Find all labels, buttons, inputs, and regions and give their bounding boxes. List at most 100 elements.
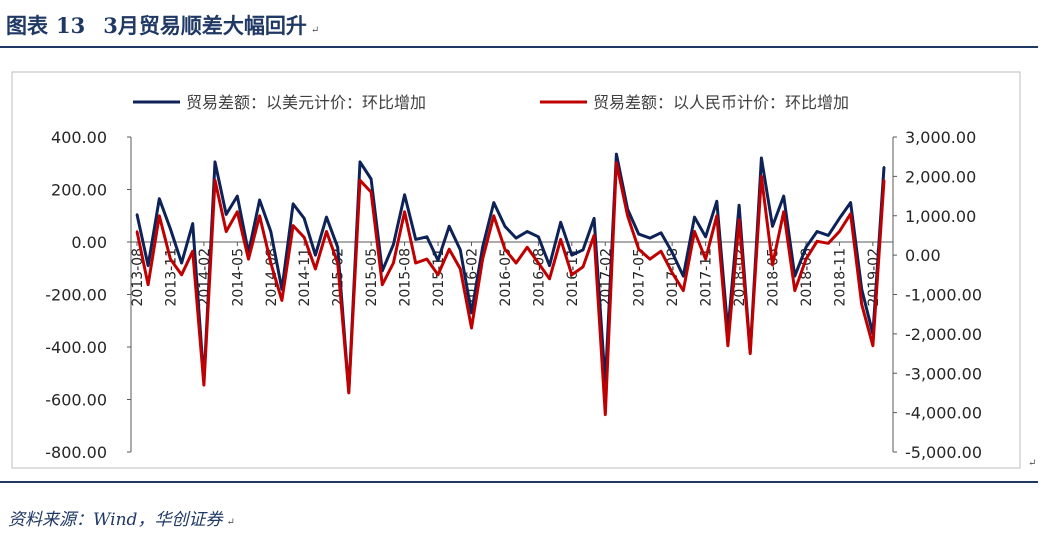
series-rmb-line-point: [225, 230, 228, 233]
y-right-tick-label: -3,000.00: [905, 364, 982, 383]
series-usd-line-point: [158, 197, 161, 200]
series-usd-line-point: [760, 156, 763, 160]
series-rmb-line-point: [414, 261, 417, 265]
series-rmb-line-point: [671, 271, 674, 274]
series-rmb-line-point: [548, 277, 551, 280]
series-rmb-line-point: [291, 224, 295, 227]
series-rmb-line-point: [180, 273, 183, 276]
series-usd-line-point: [570, 253, 573, 257]
source-text: 资料来源：Wind，华创证券: [8, 510, 223, 530]
series-usd-line-point: [403, 193, 406, 196]
y-right-tick-label: -5,000.00: [905, 443, 982, 462]
series-usd-line-point: [648, 236, 652, 240]
legend-label-rmb: 贸易差额：以人民币计价：环比增加: [593, 93, 849, 112]
series-rmb-line-point: [381, 283, 384, 286]
series-usd-line-point: [526, 230, 529, 233]
series-rmb-line-point: [592, 234, 596, 237]
series-usd-line-point: [291, 202, 295, 206]
series-rmb-line-point: [726, 344, 730, 347]
y-right-tick-label: -1,000.00: [905, 286, 982, 305]
chart-frame: 贸易差额：以美元计价：环比增加 贸易差额：以人民币计价：环比增加 400.00 2…: [0, 70, 1046, 480]
series-rmb-line-point: [392, 261, 395, 265]
series-usd-line-point: [704, 235, 707, 238]
series-usd-line-point: [503, 225, 507, 228]
x-tick-label: 2018-11: [832, 248, 848, 307]
figure-title-text: 3月贸易顺差大幅回升: [103, 13, 307, 38]
series-usd-line-point: [392, 243, 395, 246]
x-tick-label: 2015-08: [398, 248, 414, 307]
series-rmb-line-point: [470, 326, 473, 330]
series-usd-line-point: [838, 217, 841, 220]
series-rmb-line-point: [269, 261, 272, 265]
series-usd-line-point: [225, 213, 228, 216]
series-rmb-line-point: [637, 248, 640, 251]
series-rmb-line-point: [804, 257, 808, 261]
series-rmb-line-point: [871, 344, 875, 347]
figure-title: 图表 13 3月贸易顺差大幅回升 ↵: [6, 10, 319, 42]
series-rmb-line-point: [659, 250, 663, 253]
series-usd-line-point: [592, 217, 596, 220]
series-rmb-line-point: [314, 267, 317, 271]
series-usd-line-point: [236, 194, 239, 198]
paragraph-mark: ↵: [310, 25, 320, 36]
legend-label-usd: 贸易差额：以美元计价：环比增加: [186, 93, 426, 112]
series-usd-line-point: [436, 259, 440, 262]
y-left-tick-label: -600.00: [45, 391, 107, 410]
series-rmb-line-point: [581, 265, 585, 269]
series-usd-line-point: [135, 213, 139, 216]
series-rmb-line-point: [347, 391, 350, 395]
series-rmb-line-point: [827, 242, 830, 245]
series-rmb-line-point: [459, 267, 462, 271]
series-usd-line-point: [815, 230, 819, 233]
series-usd-line-point: [771, 225, 774, 228]
series-rmb-line-point: [191, 250, 194, 253]
series-usd-line-point: [737, 204, 741, 207]
y-left-tick-label: 200.00: [51, 181, 107, 200]
series-rmb-line-point: [135, 230, 139, 233]
series-rmb-line-point: [882, 179, 886, 182]
series-rmb-line-point: [336, 261, 339, 265]
series-usd-line-point: [269, 230, 272, 233]
x-tick-label: 2015-05: [364, 248, 380, 307]
x-tick-label: 2018-05: [766, 248, 782, 307]
y-right-tick-label: 0.00: [905, 246, 941, 265]
series-usd-line-point: [358, 160, 362, 164]
series-rmb-line-point: [615, 161, 618, 164]
series-rmb-line-point: [158, 214, 161, 217]
series-rmb-line-point: [503, 248, 507, 251]
source-note: 资料来源：Wind，华创证券 ↵: [8, 505, 235, 530]
series-rmb-line-point: [537, 261, 540, 265]
y-right-tick-label: 2,000.00: [905, 167, 976, 186]
series-rmb-line-point: [247, 257, 250, 261]
y-right-tick-label: -4,000.00: [905, 404, 982, 423]
series-usd-line-point: [425, 235, 429, 238]
y-right-tick-label: 1,000.00: [905, 207, 976, 226]
series-usd-line-point: [537, 235, 540, 238]
figure-title-number: 13: [56, 13, 86, 38]
series-rmb-line-point: [146, 283, 150, 286]
series-usd-line-point: [849, 201, 852, 204]
series-usd-line-point: [615, 152, 618, 156]
series-rmb-line-point: [492, 214, 495, 217]
series-rmb-line-point: [514, 261, 518, 265]
series-rmb-line-point: [280, 299, 284, 302]
x-tick-label: 2014-11: [297, 248, 313, 307]
series-rmb-line-point: [448, 248, 451, 251]
series-usd-line-point: [448, 225, 451, 228]
series-usd-line-point: [671, 251, 674, 254]
series-usd-line-point: [336, 246, 339, 249]
series-rmb-line-point: [604, 413, 607, 416]
series-rmb-line-point: [258, 214, 261, 217]
legend: 贸易差额：以美元计价：环比增加 贸易差额：以人民币计价：环比增加: [133, 93, 849, 112]
series-rmb-line-point: [749, 352, 752, 355]
series-usd-line-point: [258, 198, 261, 202]
figure-title-label: 图表: [6, 13, 48, 38]
series-rmb-line-point: [771, 263, 774, 267]
series-rmb-line: [135, 161, 886, 417]
series-usd-line-point: [481, 246, 484, 249]
y-left-tick-label: -200.00: [45, 286, 107, 305]
series-rmb-line-point: [403, 210, 406, 213]
axes: 400.00 200.00 0.00 -200.00 -400.00 -600.00 -80…: [45, 128, 982, 462]
series-rmb-line-point: [626, 214, 629, 217]
series-usd-line-point: [414, 238, 417, 241]
